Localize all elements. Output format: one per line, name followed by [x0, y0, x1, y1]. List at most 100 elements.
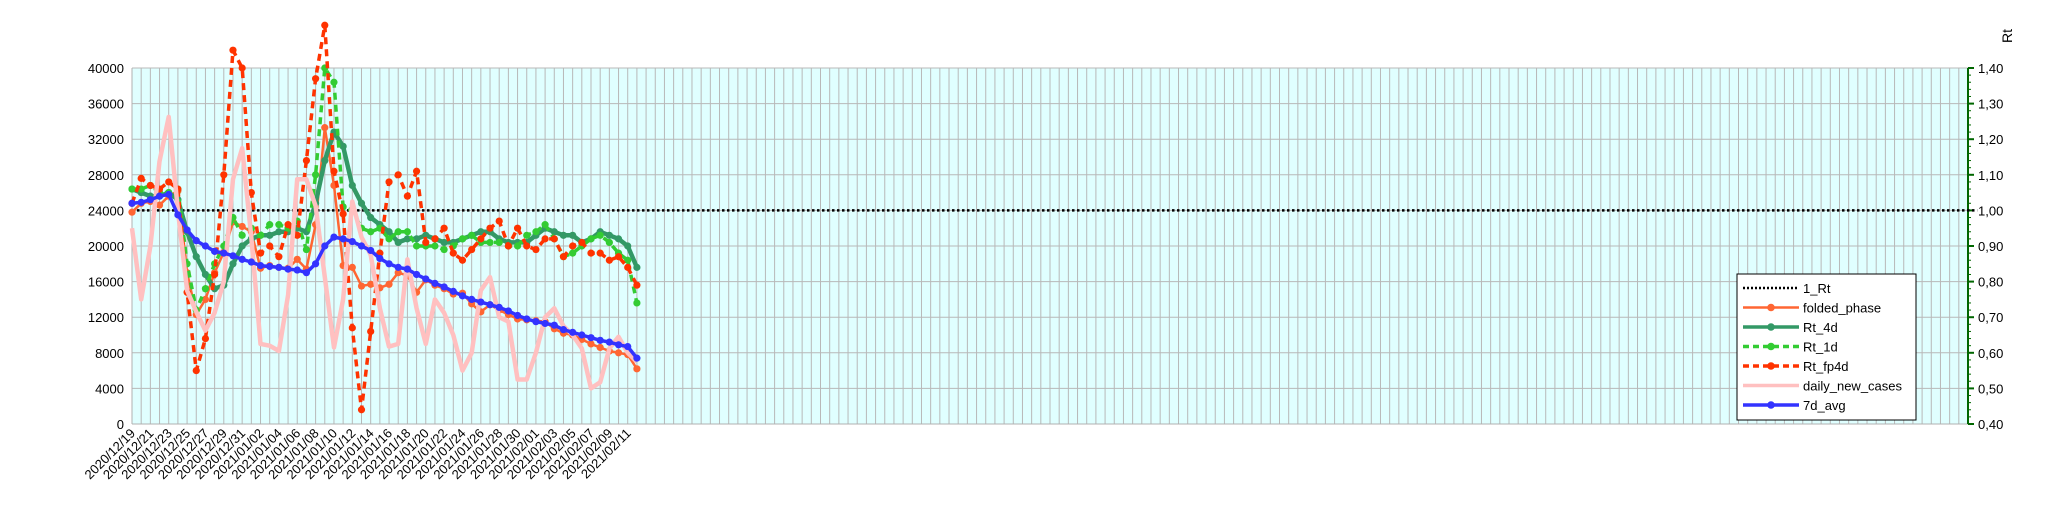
legend-marker	[1767, 303, 1775, 312]
data-point	[330, 233, 338, 241]
series-daily-new-cases	[129, 114, 639, 391]
data-point	[541, 221, 549, 229]
series-Rt-fp4d	[128, 21, 641, 414]
data-point	[614, 349, 623, 357]
right-tick-label: 0,40	[1978, 417, 2003, 432]
data-point	[431, 279, 439, 287]
data-point	[229, 46, 237, 54]
data-point	[486, 301, 494, 309]
data-point	[275, 228, 283, 236]
data-point	[596, 336, 604, 344]
right-tick-label: 0,60	[1978, 346, 2003, 361]
data-point	[229, 260, 237, 268]
data-point	[376, 254, 384, 263]
data-point	[275, 221, 283, 229]
data-point	[550, 321, 558, 329]
data-point	[165, 178, 173, 186]
data-point	[458, 235, 467, 243]
legend-entry: Rt_1d	[1743, 340, 1838, 355]
data-point	[137, 198, 145, 206]
legend-label: Rt_1d	[1803, 340, 1838, 355]
right-tick-label: 0,50	[1978, 381, 2003, 396]
grid-lines	[131, 67, 1969, 425]
data-point	[211, 270, 219, 279]
data-point	[321, 124, 329, 132]
data-point	[559, 326, 568, 334]
data-point	[624, 256, 632, 264]
legend-marker	[1767, 323, 1775, 331]
left-tick-label: 28000	[88, 168, 124, 183]
data-point	[403, 192, 411, 200]
data-point	[394, 269, 402, 277]
data-point	[339, 142, 347, 150]
series-layer	[128, 21, 1978, 414]
data-point	[256, 249, 265, 257]
data-point	[569, 231, 577, 239]
left-tick-label: 32000	[88, 132, 124, 147]
data-point	[312, 171, 320, 179]
data-point	[504, 307, 512, 315]
data-point	[348, 324, 356, 332]
data-point	[633, 281, 641, 289]
data-point	[523, 231, 531, 239]
data-point	[468, 231, 476, 239]
data-point	[293, 266, 301, 274]
legend: 1_Rt folded_phase Rt_4d Rt_1d Rt_fp4d daily_n…	[1736, 273, 1917, 421]
data-point	[312, 75, 320, 83]
data-point	[284, 265, 292, 273]
data-point	[578, 331, 586, 339]
data-point	[293, 255, 301, 263]
axes	[131, 67, 1974, 425]
data-point	[477, 228, 485, 236]
left-tick-label: 16000	[88, 275, 124, 290]
data-point	[247, 258, 255, 266]
data-point	[385, 235, 393, 243]
data-point	[486, 238, 494, 247]
left-tick-label: 8000	[95, 346, 124, 361]
data-point	[495, 238, 503, 247]
data-point	[238, 64, 246, 72]
data-point	[128, 199, 136, 207]
data-point	[192, 253, 200, 261]
data-point	[495, 217, 503, 225]
data-point	[201, 270, 210, 279]
data-point	[431, 235, 439, 243]
data-point	[412, 167, 421, 175]
data-point	[394, 171, 402, 179]
data-point	[192, 237, 200, 245]
data-point	[569, 328, 577, 336]
data-point	[458, 292, 467, 300]
legend-label: 1_Rt	[1803, 281, 1831, 296]
data-point	[256, 261, 265, 270]
data-point	[174, 211, 182, 219]
series-7d-avg	[128, 190, 641, 362]
data-point	[394, 228, 402, 236]
data-point	[569, 242, 577, 250]
data-point	[357, 406, 366, 414]
data-point	[155, 192, 164, 200]
data-point	[412, 270, 421, 279]
data-point	[624, 263, 632, 271]
data-point	[422, 275, 430, 283]
data-point	[513, 224, 522, 232]
left-tick-label: 20000	[88, 239, 124, 254]
data-point	[220, 171, 228, 179]
data-point	[367, 228, 375, 236]
right-tick-label: 1,10	[1978, 168, 2003, 183]
data-point	[339, 210, 347, 218]
data-point	[266, 221, 274, 229]
data-point	[201, 334, 210, 343]
data-point	[348, 181, 356, 190]
data-point	[266, 262, 274, 271]
legend-entry: Rt_4d	[1743, 320, 1838, 335]
data-point	[385, 178, 393, 186]
data-point	[357, 242, 366, 250]
right-axis-title: Rt	[1999, 29, 2015, 43]
data-point	[633, 263, 641, 271]
data-point	[495, 303, 503, 312]
data-point	[367, 280, 375, 288]
data-point	[201, 285, 210, 293]
data-point	[211, 247, 219, 255]
